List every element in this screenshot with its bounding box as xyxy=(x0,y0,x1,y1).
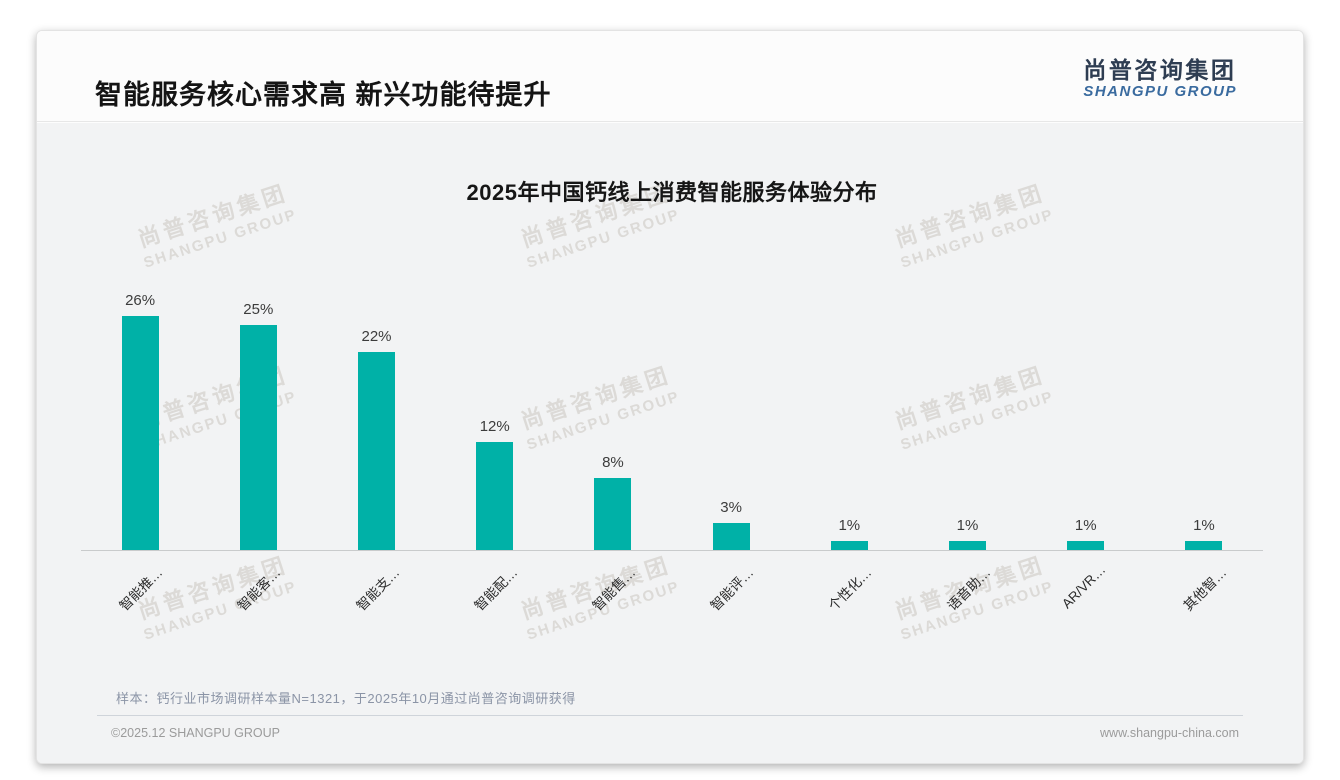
bar-value-label: 1% xyxy=(956,517,979,534)
bar-value-label: 1% xyxy=(1074,517,1097,534)
bar xyxy=(121,316,159,550)
bar xyxy=(830,541,868,550)
bar xyxy=(594,478,632,550)
bar-value-label: 1% xyxy=(1193,517,1215,534)
category-label: 语音助… xyxy=(944,564,993,614)
category-label: 智能推… xyxy=(116,564,166,614)
chart-title: 2025年中国钙线上消费智能服务体验分布 xyxy=(466,180,878,205)
bar-column: 12% 智能配… xyxy=(436,211,554,614)
website-url: www.shangpu-china.com xyxy=(1100,726,1239,740)
bar-column: 25% 智能客… xyxy=(199,211,317,614)
category-label: 智能配… xyxy=(471,564,521,614)
bar-column: 8% 智能售… xyxy=(554,211,672,614)
bar xyxy=(1185,541,1223,550)
bar xyxy=(358,352,395,550)
category-label: 智能评… xyxy=(707,564,757,614)
slide-footer: ©2025.12 SHANGPU GROUP www.shangpu-china… xyxy=(111,726,1239,740)
bar xyxy=(712,523,750,550)
sample-note: 样本：钙行业市场调研样本量N=1321，于2025年10月通过尚普咨询调研获得 xyxy=(116,691,576,706)
category-label: 个性化… xyxy=(825,564,875,614)
logo-english-text: SHANGPU GROUP xyxy=(1083,83,1237,101)
bar-chart: 26% 智能推… 25% 智能客… 22% 智能支… 12% 智能配… 8% 智能售… 3% 智能评…… xyxy=(81,211,1263,614)
page-title: 智能服务核心需求高 新兴功能待提升 xyxy=(95,80,552,110)
bar-column: 26% 智能推… xyxy=(81,211,199,614)
watermark: 尚普咨询集团 SHANGPU GROUP xyxy=(852,538,1095,656)
category-label: 智能支… xyxy=(353,564,402,614)
logo-chinese-text: 尚普咨询集团 xyxy=(1083,57,1237,83)
bar-column: 1% AR/VR… xyxy=(1027,211,1145,611)
bar-value-label: 3% xyxy=(720,499,742,516)
bar-column: 22% 智能支… xyxy=(317,211,435,614)
bar xyxy=(239,325,277,550)
bar-value-label: 8% xyxy=(602,454,624,471)
slide-header: 智能服务核心需求高 新兴功能待提升 尚普咨询集团 SHANGPU GROUP xyxy=(37,31,1303,122)
copyright-text: ©2025.12 SHANGPU GROUP xyxy=(111,726,280,740)
bar-value-label: 25% xyxy=(243,301,274,318)
bar-value-label: 1% xyxy=(838,517,861,534)
bar-value-label: 26% xyxy=(125,292,156,309)
bar-value-label: 12% xyxy=(479,418,510,435)
bar xyxy=(1067,541,1105,550)
category-label: 智能客… xyxy=(234,564,284,614)
chart-region: 尚普咨询集团 SHANGPU GROUP 尚普咨询集团 SHANGPU GROUP 尚普… xyxy=(37,123,1303,763)
category-label: 智能售… xyxy=(589,564,639,614)
bar-column: 3% 智能评… xyxy=(672,211,790,614)
category-label: AR/VR… xyxy=(1059,562,1109,612)
bar-column: 1% 语音助… xyxy=(908,211,1026,614)
bar xyxy=(476,442,514,550)
slide-card: 智能服务核心需求高 新兴功能待提升 尚普咨询集团 SHANGPU GROUP 尚… xyxy=(36,30,1304,764)
bar-column: 1% 其他智… xyxy=(1145,211,1263,614)
footer-divider xyxy=(97,715,1243,716)
watermark-chinese: 尚普咨询集团 xyxy=(517,551,675,624)
bar xyxy=(949,541,987,550)
category-label: 其他智… xyxy=(1180,564,1230,614)
bar-value-label: 22% xyxy=(361,328,392,345)
bar-column: 1% 个性化… xyxy=(790,211,908,614)
company-logo: 尚普咨询集团 SHANGPU GROUP xyxy=(1083,57,1237,101)
